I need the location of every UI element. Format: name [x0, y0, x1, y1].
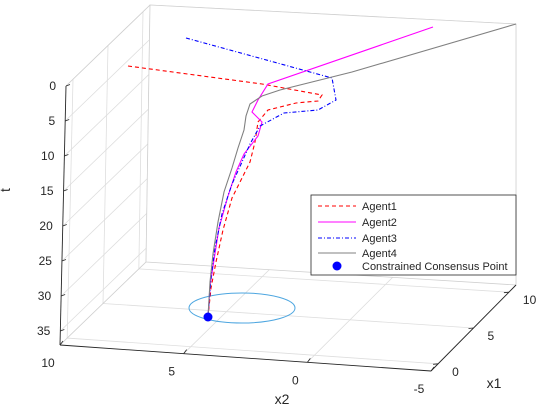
legend-label-consensus: Constrained Consensus Point	[362, 261, 508, 273]
x1-axis-label: x1	[487, 375, 502, 391]
t-axis-line	[59, 85, 67, 346]
legend-entry-agent1: Agent1	[318, 201, 397, 213]
x2-tick-label: 10	[41, 356, 55, 370]
x2-tick-mark	[430, 366, 435, 372]
x1-tick-label: 5	[488, 329, 495, 343]
t-tick-label: 20	[39, 219, 53, 233]
x2-axis-ticks: 10 5 0 -5	[41, 340, 435, 396]
x1-tick-label: 10	[523, 293, 537, 307]
series-line-agent3	[185, 37, 337, 318]
data-lines	[127, 23, 517, 324]
x1-tick-label: 0	[452, 365, 459, 379]
t-tick-label: 25	[39, 254, 53, 268]
t-tick-mark	[63, 189, 68, 192]
t-tick-label: 15	[40, 184, 54, 198]
x2-axis-line	[59, 344, 432, 372]
t-tick-mark	[64, 154, 69, 157]
t-tick-label: 10	[41, 149, 55, 163]
t-tick-mark	[65, 84, 71, 87]
legend-label-agent4: Agent4	[362, 248, 397, 260]
x2-tick-mark	[59, 340, 64, 346]
legend-entry-agent2: Agent2	[318, 217, 397, 229]
top-edge	[65, 4, 151, 87]
t-tick-mark	[60, 329, 65, 332]
x2-tick-label: 5	[168, 365, 175, 379]
t-axis-ticks: 0 5 10 15 20 25 30 35	[37, 79, 71, 338]
t-tick-mark	[60, 294, 66, 297]
x2-tick-mark	[183, 349, 187, 354]
t-tick-label: 5	[49, 114, 56, 128]
consensus-point	[203, 312, 213, 322]
legend-box	[310, 194, 517, 276]
x2-gridline	[59, 4, 151, 346]
series-line-agent4	[207, 23, 517, 318]
series-line-agent2	[207, 26, 434, 318]
x1-tick-mark	[503, 291, 509, 294]
x2-tick-mark	[307, 358, 311, 363]
t-tick-mark	[61, 259, 67, 262]
t-tick-mark	[65, 119, 70, 122]
x2-tick-label: 0	[292, 373, 299, 387]
legend: Agent1 Agent2 Agent3 Agent4 Constrained …	[310, 194, 517, 276]
legend-entry-agent4: Agent4	[318, 248, 397, 260]
constraint-circle	[188, 292, 296, 324]
t-tick-label: 35	[37, 324, 51, 338]
legend-label-agent1: Agent1	[362, 201, 397, 213]
x2-tick-label: -5	[414, 382, 425, 396]
x2-axis-label: x2	[275, 391, 290, 407]
t-tick-mark	[62, 224, 67, 227]
legend-entry-agent3: Agent3	[318, 233, 397, 245]
legend-entry-consensus: Constrained Consensus Point	[332, 261, 508, 273]
t-tick-label: 0	[49, 79, 56, 93]
t-axis-label: t	[0, 188, 13, 192]
series-line-agent1	[127, 65, 323, 318]
legend-label-agent3: Agent3	[362, 233, 397, 245]
floor-edge-left	[59, 261, 147, 346]
legend-label-agent2: Agent2	[362, 217, 397, 229]
t-tick-label: 30	[38, 289, 52, 303]
x1-tick-mark	[433, 363, 439, 365]
x1-axis-ticks: 0 5 10	[433, 291, 537, 379]
x1-tick-mark	[468, 327, 474, 329]
legend-swatch-consensus-point	[332, 261, 342, 271]
